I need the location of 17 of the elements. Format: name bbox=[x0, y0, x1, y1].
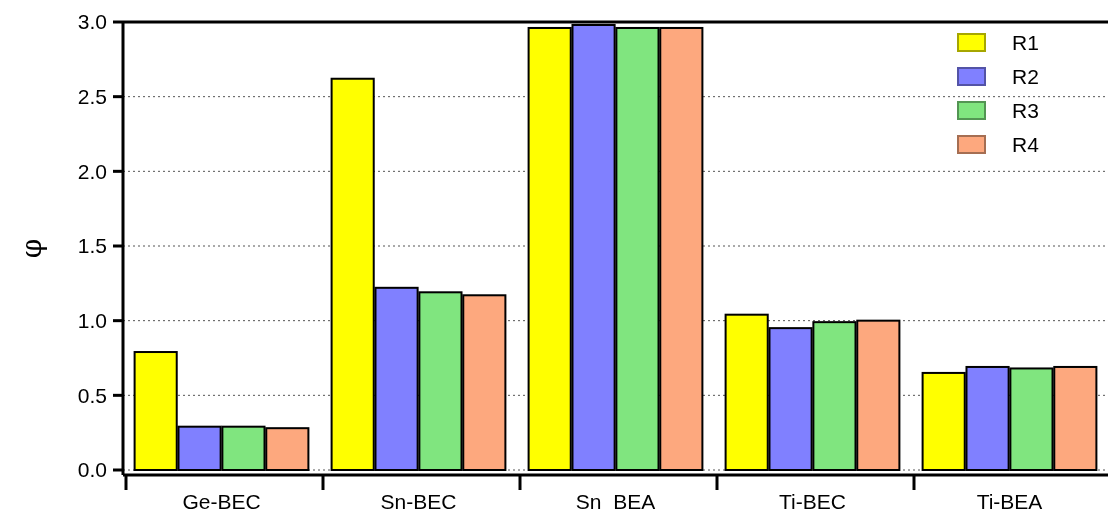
legend-label: R3 bbox=[1012, 99, 1039, 123]
y-tick-label: 1.0 bbox=[77, 309, 107, 333]
x-tick-label: Ge-BEC bbox=[182, 490, 261, 513]
y-tick-label: 0.5 bbox=[77, 383, 107, 407]
x-tick-label: Ti-BEC bbox=[779, 490, 846, 513]
x-tick-label: Ti-BEA bbox=[976, 490, 1043, 513]
legend-label: R4 bbox=[1012, 133, 1040, 157]
legend-label: R1 bbox=[1012, 31, 1039, 55]
y-tick-label: 3.0 bbox=[77, 10, 107, 34]
x-tick-label: Sn BEA bbox=[575, 490, 656, 513]
y-tick-label: 2.0 bbox=[77, 159, 107, 183]
x-tick-label: Sn-BEC bbox=[380, 490, 457, 513]
legend-label: R2 bbox=[1012, 65, 1039, 89]
y-axis-title: φ bbox=[15, 238, 48, 259]
y-tick-label: 0.0 bbox=[77, 458, 107, 482]
y-tick-label: 2.5 bbox=[77, 85, 107, 109]
y-tick-label: 1.5 bbox=[77, 234, 107, 258]
